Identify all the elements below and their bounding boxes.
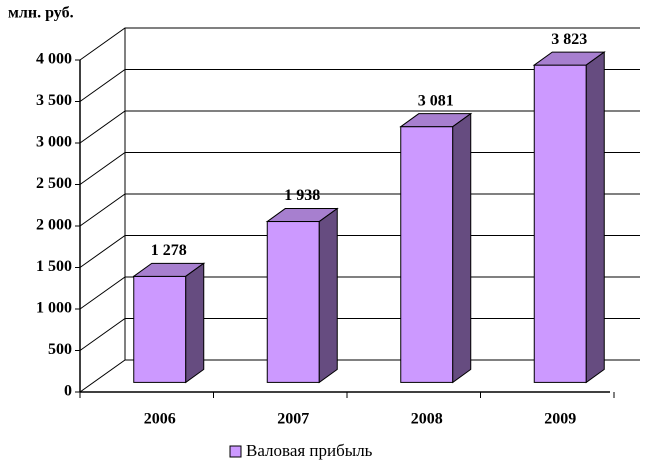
y-tick-label: 3 500 bbox=[36, 92, 72, 109]
y-tick-label: 2 000 bbox=[36, 217, 72, 234]
bar-front bbox=[533, 64, 587, 383]
grid-line bbox=[79, 27, 640, 61]
legend-swatch bbox=[229, 445, 242, 458]
x-tick-label: 2008 bbox=[411, 411, 443, 428]
y-tick-label: 0 bbox=[64, 383, 72, 400]
x-tick-label: 2006 bbox=[144, 411, 176, 428]
value-label: 1 278 bbox=[151, 242, 187, 259]
bar-side bbox=[452, 112, 472, 384]
y-tick-label: 1 500 bbox=[36, 258, 72, 275]
bar-side bbox=[318, 207, 338, 384]
y-axis-label: млн. руб. bbox=[8, 5, 74, 22]
bar-side bbox=[585, 51, 605, 384]
y-tick-label: 1 000 bbox=[36, 300, 72, 317]
grid-line bbox=[79, 69, 640, 102]
grid-line bbox=[79, 110, 640, 144]
y-tick-label: 3 000 bbox=[36, 134, 72, 151]
x-tick-label: 2009 bbox=[544, 411, 576, 428]
y-tick-label: 2 500 bbox=[36, 175, 72, 192]
bar-front bbox=[266, 221, 320, 383]
bar-front bbox=[400, 126, 454, 383]
value-label: 3 081 bbox=[418, 92, 454, 109]
y-tick-label: 4 000 bbox=[36, 51, 72, 68]
bar-front bbox=[133, 275, 187, 383]
value-label: 1 938 bbox=[284, 187, 320, 204]
y-tick-label: 500 bbox=[48, 341, 72, 358]
legend-text: Валовая прибыль bbox=[246, 441, 373, 460]
value-label: 3 823 bbox=[551, 31, 587, 48]
x-tick-label: 2007 bbox=[277, 411, 309, 428]
bar-side bbox=[185, 262, 205, 384]
